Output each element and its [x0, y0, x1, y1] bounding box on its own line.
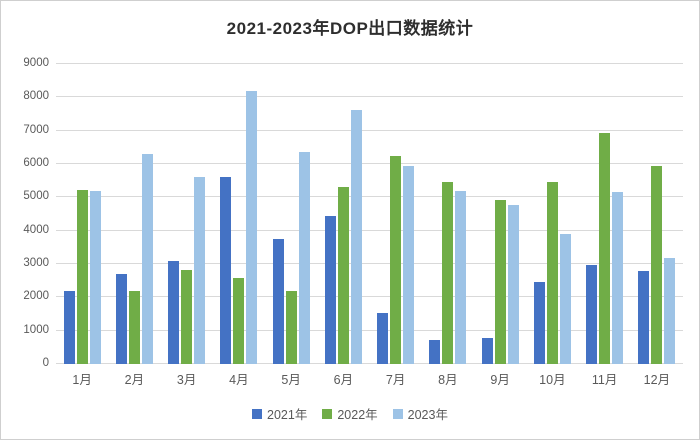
x-tick-label-2月: 2月: [124, 373, 145, 387]
legend-item-2021年: 2021年: [252, 404, 307, 423]
legend-swatch-2021年: [252, 408, 263, 419]
bar-2021年-3月: [168, 260, 180, 364]
legend-label-2022年: 2022年: [337, 408, 378, 422]
bar-group-1月: [56, 64, 108, 364]
x-tick-label-10月: 10月: [539, 373, 566, 387]
bar-2022年-8月: [442, 182, 454, 364]
x-tick-label-3月: 3月: [176, 373, 197, 387]
bar-2023年-1月: [89, 191, 101, 364]
bar-2023年-3月: [194, 176, 206, 364]
bar-group-12月: [631, 64, 683, 364]
bar-2022年-7月: [390, 155, 402, 364]
bar-group-8月: [422, 64, 474, 364]
plot-area: [56, 63, 683, 364]
bar-2023年-7月: [403, 165, 415, 364]
bar-2022年-2月: [128, 290, 140, 364]
y-tick-label-9000: 9000: [23, 57, 49, 69]
bar-2023年-2月: [141, 154, 153, 364]
bar-2022年-11月: [599, 133, 611, 364]
bar-2021年-2月: [115, 274, 127, 364]
y-tick-label-8000: 8000: [23, 90, 49, 103]
legend-label-2023年: 2023年: [407, 408, 448, 422]
x-tick-label-1月: 1月: [72, 373, 92, 387]
legend-swatch-2023年: [392, 408, 403, 419]
x-axis-labels: 1月 2月 3月 4月 5月 6月 7月 8月 9月 10月 11月 12月: [56, 369, 683, 388]
x-tick-label-9月: 9月: [490, 373, 510, 387]
chart-title: 2021-2023年DOP出口数据统计: [226, 19, 474, 38]
legend: 2021年 2022年 2023年: [1, 404, 699, 423]
y-tick-label-5000: 5000: [23, 190, 49, 203]
bar-group-10月: [526, 64, 578, 364]
bar-2021年-1月: [63, 290, 75, 364]
legend-swatch-2022年: [322, 408, 333, 419]
gridline-1000: [56, 329, 683, 331]
y-tick-label-4000: 4000: [23, 223, 49, 236]
gridline-4000: [56, 229, 683, 231]
gridline-8000: [56, 96, 683, 98]
bar-2022年-9月: [494, 199, 506, 364]
y-axis-labels: 0 1000 2000 3000 4000 5000 6000 7000 8000 9000: [7, 57, 49, 369]
y-tick-label-7000: 7000: [23, 123, 49, 136]
gridline-9000: [56, 63, 683, 64]
legend-item-2022年: 2022年: [322, 404, 378, 423]
x-tick-label-5月: 5月: [281, 373, 301, 387]
bar-2021年-12月: [638, 270, 650, 364]
y-tick-label-3000: 3000: [23, 257, 49, 269]
bar-2023年-12月: [664, 258, 676, 364]
gridline-5000: [56, 196, 683, 198]
bar-2021年-5月: [272, 239, 284, 364]
bar-2022年-6月: [337, 186, 349, 364]
gridline-2000: [56, 296, 683, 298]
gridline-3000: [56, 263, 683, 264]
bar-group-9月: [474, 64, 526, 364]
bar-group-3月: [161, 64, 213, 364]
bar-2022年-10月: [546, 182, 558, 364]
x-tick-label-11月: 11月: [591, 373, 618, 387]
bar-2023年-8月: [455, 190, 467, 364]
bar-groups: [56, 64, 683, 364]
bar-2021年-11月: [586, 264, 598, 364]
bar-2023年-4月: [246, 90, 258, 364]
y-tick-label-0: 0: [42, 357, 49, 369]
gridline-7000: [56, 129, 683, 131]
x-tick-label-8月: 8月: [438, 373, 458, 387]
bar-2022年-5月: [285, 291, 297, 364]
legend-item-2023年: 2023年: [392, 404, 448, 423]
bar-2023年-9月: [507, 205, 519, 364]
bar-2022年-4月: [233, 278, 245, 364]
bar-group-2月: [108, 64, 160, 364]
bar-2021年-7月: [377, 313, 389, 364]
bar-2023年-11月: [612, 191, 624, 364]
y-tick-label-6000: 6000: [23, 157, 49, 169]
gridline-0: [56, 363, 683, 364]
gridline-6000: [56, 163, 683, 164]
bar-2021年-8月: [429, 340, 441, 364]
bar-2023年-10月: [559, 234, 571, 364]
x-tick-label-7月: 7月: [385, 373, 406, 387]
bar-2022年-3月: [181, 270, 193, 364]
bar-group-11月: [579, 64, 631, 364]
bar-group-5月: [265, 64, 317, 364]
bar-group-6月: [317, 64, 369, 364]
bar-2021年-6月: [324, 215, 336, 364]
bar-group-7月: [370, 64, 422, 364]
y-tick-label-2000: 2000: [23, 290, 49, 303]
bar-group-4月: [213, 64, 265, 364]
bar-2021年-10月: [533, 282, 545, 364]
bar-2022年-12月: [651, 165, 663, 364]
y-tick-label-1000: 1000: [23, 323, 49, 336]
legend-label-2021年: 2021年: [267, 408, 308, 422]
bar-2021年-4月: [220, 177, 232, 364]
x-tick-label-4月: 4月: [229, 373, 249, 387]
x-tick-label-12月: 12月: [643, 373, 671, 387]
bar-2023年-5月: [298, 152, 310, 364]
bar-2021年-9月: [481, 338, 493, 364]
bar-2023年-6月: [350, 110, 362, 364]
x-tick-label-6月: 6月: [333, 373, 354, 387]
bar-2022年-1月: [76, 190, 88, 364]
